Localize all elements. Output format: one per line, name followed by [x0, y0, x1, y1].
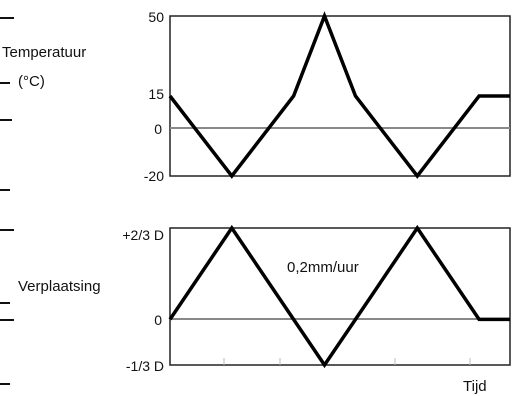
- temperature-axis-unit: (°C): [18, 73, 45, 90]
- displacement-series-line: [168, 224, 510, 369]
- temperature-axis-title: Temperatuur: [2, 44, 86, 61]
- displacement-tick-minus-one-third: -1/3 D: [126, 358, 164, 374]
- temperature-tick-15: 15: [148, 86, 164, 102]
- displacement-panel: Verplaatsing +2/3 D 0 -1/3 D 0,2mm/uur T…: [18, 224, 511, 395]
- x-axis-title: Tijd: [463, 378, 487, 395]
- displacement-tick-plus-two-thirds: +2/3 D: [122, 227, 164, 243]
- temperature-series-line: [168, 11, 510, 179]
- temperature-panel: Temperatuur (°C) 50 15 0 -20: [2, 9, 511, 184]
- displacement-plot-frame: [169, 227, 511, 366]
- displacement-tick-0: 0: [154, 312, 162, 328]
- temperature-tick-0: 0: [154, 121, 162, 137]
- temperature-plot-frame: [169, 15, 511, 177]
- temperature-tick-minus20: -20: [144, 168, 164, 184]
- temperature-tick-50: 50: [148, 9, 164, 25]
- displacement-minor-ticks: [223, 358, 471, 365]
- displacement-axis-title: Verplaatsing: [18, 278, 101, 295]
- margin-dashes: [0, 17, 14, 385]
- displacement-rate-annotation: 0,2mm/uur: [287, 259, 359, 276]
